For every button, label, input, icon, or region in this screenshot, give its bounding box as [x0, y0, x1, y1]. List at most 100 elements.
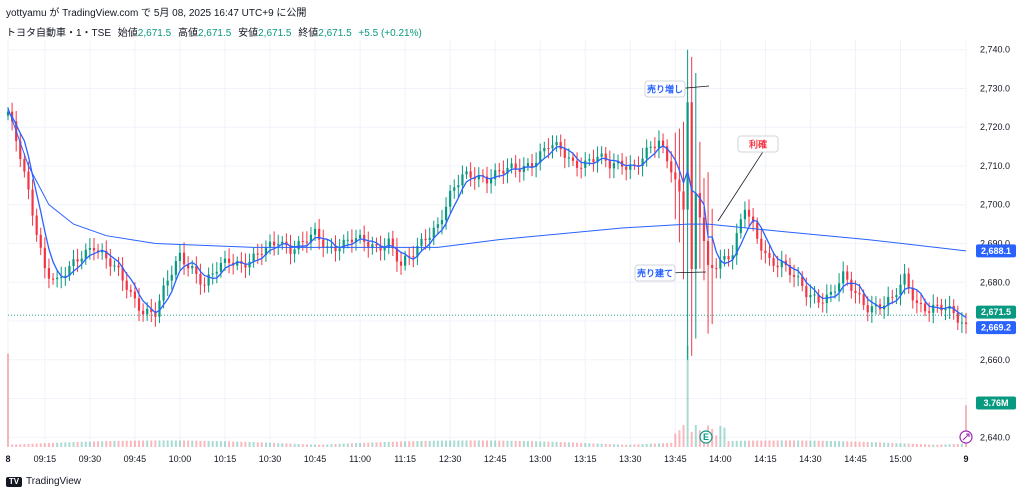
volume-bar	[645, 443, 648, 447]
volume-bar	[7, 353, 9, 447]
candle-body	[764, 250, 767, 254]
volume-bar	[535, 441, 538, 447]
volume-bar	[960, 443, 963, 447]
volume-bar	[919, 444, 922, 447]
x-tick-label: 09:45	[124, 454, 147, 464]
volume-bar	[203, 440, 206, 447]
y-tick-label: 2,690.0	[980, 239, 1010, 249]
candle-body	[629, 164, 632, 170]
candle-body	[956, 312, 959, 323]
volume-bar	[408, 441, 411, 447]
volume-bar	[772, 440, 775, 447]
candle-body	[657, 140, 661, 149]
volume-bar	[576, 442, 579, 447]
volume-bar	[264, 442, 267, 447]
candle-body	[146, 308, 149, 315]
candle-body	[584, 160, 587, 168]
volume-bar	[784, 440, 787, 447]
volume-bar	[596, 443, 599, 447]
candle-body	[182, 252, 186, 265]
volume-bar	[625, 444, 628, 447]
candle-body	[928, 311, 931, 313]
volume-bar	[662, 443, 665, 447]
volume-bar	[138, 440, 141, 447]
volume-bar	[363, 442, 366, 447]
candle-body	[735, 233, 738, 256]
candle-body	[964, 322, 968, 325]
candle-body	[367, 241, 370, 248]
volume-bar	[870, 442, 873, 447]
footer-brand[interactable]: TV TradingView	[6, 476, 81, 487]
candle-body	[387, 238, 390, 248]
volume-bar	[269, 442, 272, 447]
volume-bar	[178, 440, 181, 447]
candle-body	[686, 102, 689, 210]
candle-body	[510, 163, 513, 168]
candle-body	[846, 271, 849, 280]
volume-bar	[465, 440, 468, 447]
chart-grid	[7, 40, 967, 447]
candle-body	[596, 156, 599, 163]
x-tick-label: 13:45	[664, 454, 687, 464]
candle-body	[670, 161, 673, 173]
candle-body	[485, 176, 489, 184]
candle-body	[137, 298, 141, 311]
volume-bar	[56, 442, 59, 447]
volume-bar	[580, 442, 583, 447]
candle-body	[404, 255, 407, 266]
candle-body	[919, 303, 923, 305]
volume-bar	[166, 440, 169, 447]
candle-body	[322, 239, 325, 248]
volume-bar	[883, 442, 886, 447]
candle-body	[399, 261, 403, 266]
close-label: 終値	[298, 28, 319, 39]
volume-bar	[88, 441, 91, 447]
volume-bar	[47, 443, 50, 447]
volume-bar	[449, 440, 452, 447]
candle-body	[297, 240, 300, 250]
volume-bar	[80, 441, 83, 447]
volume-bar	[756, 440, 759, 447]
volume-bar	[694, 425, 697, 447]
candle-body	[715, 267, 718, 269]
candle-body	[932, 304, 935, 313]
price-axis: 2,640.0 2,660.0 2,680.0 2,690.0 2,700.0 2,710…	[980, 45, 1010, 443]
volume-bar	[318, 444, 321, 447]
publish-line: yottyamu が TradingView.com で 5月 08, 2025…	[6, 8, 307, 19]
candle-body	[383, 247, 386, 251]
time-axis: 8 09:15 09:30 09:45 10:00 10:15 10:30 10:45 11:0…	[5, 454, 968, 464]
candle-body	[797, 276, 800, 278]
volume-bar	[842, 441, 845, 447]
volume-bar	[289, 443, 292, 447]
candle-body	[84, 249, 87, 259]
candle-body	[837, 283, 841, 292]
x-tick-label: 12:30	[439, 454, 462, 464]
high-value: 2,671.5	[197, 28, 232, 39]
candle-body	[817, 294, 820, 303]
candle-body	[833, 291, 837, 293]
x-tick-label: 10:45	[304, 454, 327, 464]
volume-bar	[359, 442, 362, 447]
volume-bar	[571, 442, 574, 447]
volume-bar	[453, 440, 456, 447]
candle-body	[412, 256, 415, 258]
x-tick-label: 10:30	[259, 454, 282, 464]
annotation-take-profit-pointer	[717, 143, 769, 222]
volume-bar	[891, 442, 894, 447]
candle-body	[142, 310, 145, 315]
low-value: 2,671.5	[258, 28, 292, 39]
y-tick-label: 2,710.0	[980, 161, 1010, 171]
candle-body	[698, 193, 701, 218]
volume-bar	[858, 441, 861, 447]
candle-body	[219, 262, 222, 272]
volume-bar	[592, 443, 595, 447]
symbol-label[interactable]: トヨタ自動車・1・TSE	[6, 28, 112, 39]
candle-body	[514, 163, 517, 170]
volume-bar	[907, 443, 910, 447]
volume-bar	[129, 440, 132, 447]
x-tick-label: 14:15	[754, 454, 777, 464]
volume-bar	[445, 440, 448, 447]
volume-bar	[612, 444, 615, 447]
candle-body	[453, 187, 456, 191]
